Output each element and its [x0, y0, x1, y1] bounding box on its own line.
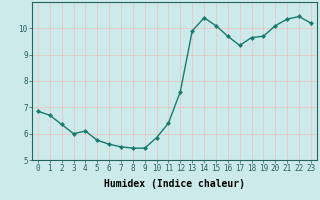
X-axis label: Humidex (Indice chaleur): Humidex (Indice chaleur): [104, 179, 245, 189]
